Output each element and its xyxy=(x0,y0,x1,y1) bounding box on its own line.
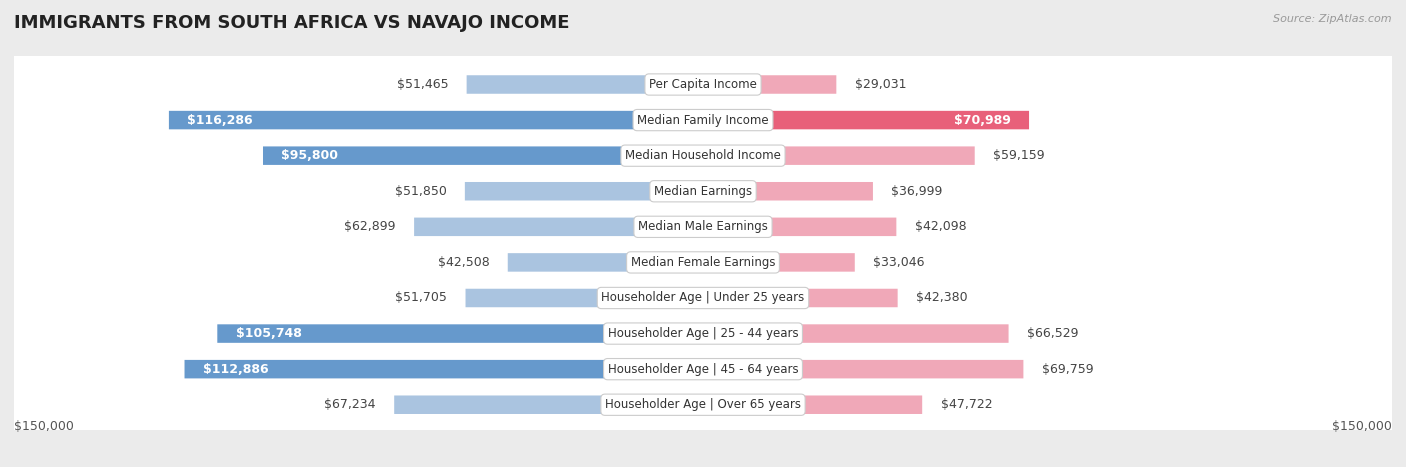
FancyBboxPatch shape xyxy=(13,0,1393,467)
Text: IMMIGRANTS FROM SOUTH AFRICA VS NAVAJO INCOME: IMMIGRANTS FROM SOUTH AFRICA VS NAVAJO I… xyxy=(14,14,569,32)
FancyBboxPatch shape xyxy=(703,324,1008,343)
Text: Median Earnings: Median Earnings xyxy=(654,185,752,198)
Text: Median Household Income: Median Household Income xyxy=(626,149,780,162)
FancyBboxPatch shape xyxy=(703,360,1024,378)
Text: $112,886: $112,886 xyxy=(202,363,269,375)
Text: $59,159: $59,159 xyxy=(993,149,1045,162)
FancyBboxPatch shape xyxy=(218,324,703,343)
Text: $150,000: $150,000 xyxy=(14,420,75,433)
Text: Per Capita Income: Per Capita Income xyxy=(650,78,756,91)
FancyBboxPatch shape xyxy=(13,0,1393,467)
FancyBboxPatch shape xyxy=(13,0,1393,467)
FancyBboxPatch shape xyxy=(703,75,837,94)
Text: Median Male Earnings: Median Male Earnings xyxy=(638,220,768,234)
FancyBboxPatch shape xyxy=(13,0,1393,467)
FancyBboxPatch shape xyxy=(465,182,703,200)
Text: $51,850: $51,850 xyxy=(395,185,447,198)
Text: $67,234: $67,234 xyxy=(325,398,375,411)
FancyBboxPatch shape xyxy=(703,253,855,272)
Text: $42,508: $42,508 xyxy=(437,256,489,269)
Text: Householder Age | 45 - 64 years: Householder Age | 45 - 64 years xyxy=(607,363,799,375)
Text: Householder Age | 25 - 44 years: Householder Age | 25 - 44 years xyxy=(607,327,799,340)
FancyBboxPatch shape xyxy=(703,111,1029,129)
FancyBboxPatch shape xyxy=(703,218,897,236)
Text: Householder Age | Under 25 years: Householder Age | Under 25 years xyxy=(602,291,804,304)
Text: $36,999: $36,999 xyxy=(891,185,942,198)
FancyBboxPatch shape xyxy=(465,289,703,307)
FancyBboxPatch shape xyxy=(13,0,1393,467)
Text: $105,748: $105,748 xyxy=(236,327,301,340)
FancyBboxPatch shape xyxy=(184,360,703,378)
Text: Source: ZipAtlas.com: Source: ZipAtlas.com xyxy=(1274,14,1392,24)
Text: $150,000: $150,000 xyxy=(1331,420,1392,433)
FancyBboxPatch shape xyxy=(467,75,703,94)
FancyBboxPatch shape xyxy=(415,218,703,236)
Text: Median Female Earnings: Median Female Earnings xyxy=(631,256,775,269)
Text: Median Family Income: Median Family Income xyxy=(637,113,769,127)
Text: $116,286: $116,286 xyxy=(187,113,253,127)
FancyBboxPatch shape xyxy=(703,396,922,414)
FancyBboxPatch shape xyxy=(703,289,897,307)
FancyBboxPatch shape xyxy=(13,0,1393,467)
Text: Householder Age | Over 65 years: Householder Age | Over 65 years xyxy=(605,398,801,411)
Text: $42,098: $42,098 xyxy=(915,220,966,234)
Text: $42,380: $42,380 xyxy=(917,291,967,304)
FancyBboxPatch shape xyxy=(169,111,703,129)
Text: $51,465: $51,465 xyxy=(396,78,449,91)
FancyBboxPatch shape xyxy=(13,0,1393,467)
FancyBboxPatch shape xyxy=(13,0,1393,467)
Text: $33,046: $33,046 xyxy=(873,256,925,269)
Text: $29,031: $29,031 xyxy=(855,78,907,91)
Text: $62,899: $62,899 xyxy=(344,220,395,234)
FancyBboxPatch shape xyxy=(263,147,703,165)
FancyBboxPatch shape xyxy=(13,0,1393,467)
FancyBboxPatch shape xyxy=(703,182,873,200)
Text: $69,759: $69,759 xyxy=(1042,363,1094,375)
FancyBboxPatch shape xyxy=(703,147,974,165)
Text: $70,989: $70,989 xyxy=(953,113,1011,127)
FancyBboxPatch shape xyxy=(394,396,703,414)
Text: $47,722: $47,722 xyxy=(941,398,993,411)
Text: $66,529: $66,529 xyxy=(1026,327,1078,340)
Text: $95,800: $95,800 xyxy=(281,149,339,162)
FancyBboxPatch shape xyxy=(508,253,703,272)
FancyBboxPatch shape xyxy=(13,0,1393,467)
Text: $51,705: $51,705 xyxy=(395,291,447,304)
